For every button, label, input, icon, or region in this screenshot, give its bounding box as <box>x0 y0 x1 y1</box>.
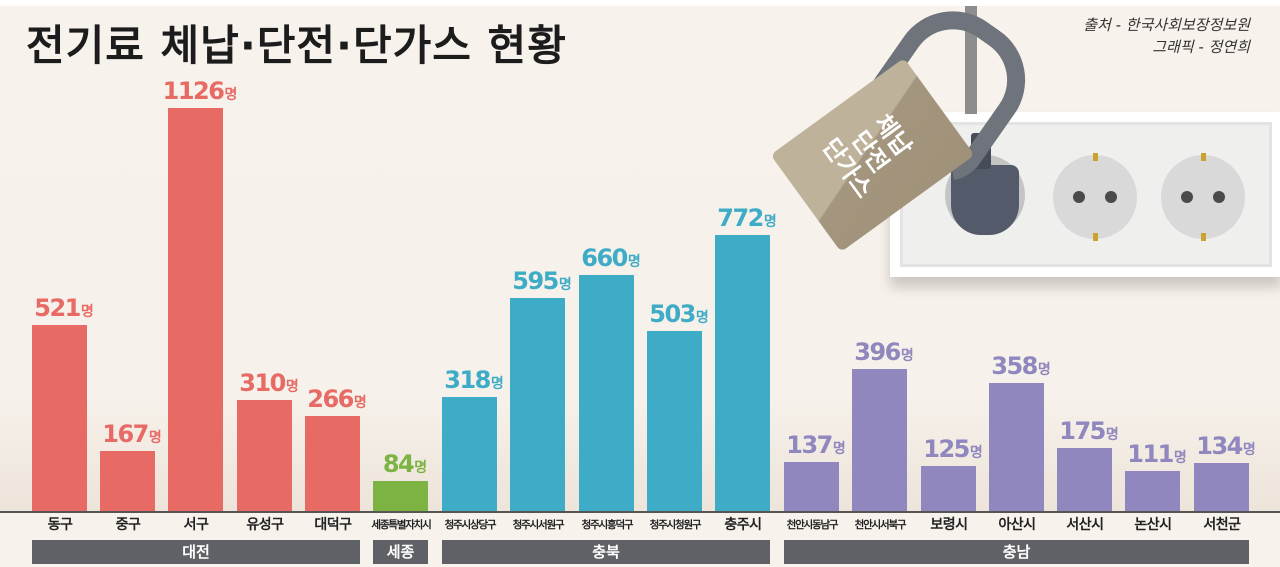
group-band-chungnam: 충남 <box>784 540 1249 564</box>
x-axis-line <box>0 511 1280 513</box>
bar <box>305 416 360 511</box>
value-label: 772명 <box>717 204 777 232</box>
bar <box>100 451 155 511</box>
category-label: 중구 <box>115 517 141 533</box>
value-label: 137명 <box>786 431 846 459</box>
category-label: 논산시 <box>1134 517 1172 533</box>
value-label: 310명 <box>239 369 299 397</box>
bar <box>168 108 223 511</box>
group-band-daejeon: 대전 <box>32 540 360 564</box>
chart-title: 전기료 체납·단전·단가스 현황 <box>26 21 567 70</box>
bar <box>784 462 839 511</box>
bar <box>715 235 770 511</box>
bar <box>1194 463 1249 511</box>
category-label: 천안시동남구 <box>786 519 839 531</box>
bar <box>852 369 907 511</box>
plug-face <box>951 165 1019 235</box>
value-label: 266명 <box>307 385 367 413</box>
group-band-chungbuk: 충북 <box>442 540 770 564</box>
category-label: 보령시 <box>930 517 968 533</box>
bar <box>373 481 428 511</box>
value-label: 167명 <box>102 420 162 448</box>
bar <box>442 397 497 511</box>
graphic-credit: 그래픽 - 정연희 <box>1152 38 1250 56</box>
category-label: 유성구 <box>246 517 284 533</box>
bar <box>510 298 565 511</box>
value-label: 660명 <box>581 244 641 272</box>
category-label: 세종특별자치시 <box>371 519 431 531</box>
category-label: 청주시서원구 <box>512 519 565 531</box>
bar <box>237 400 292 511</box>
category-label: 청주시상당구 <box>444 519 497 531</box>
value-label: 134명 <box>1196 432 1256 460</box>
outlet-icon <box>1053 153 1137 241</box>
value-label: 175명 <box>1059 417 1119 445</box>
value-label: 1126명 <box>162 77 238 105</box>
outlet-icon <box>1161 153 1245 241</box>
group-band-sejong: 세종 <box>373 540 428 564</box>
credits: 출처 - 한국사회보장정보원 그래픽 - 정연희 <box>1083 14 1250 58</box>
category-label: 청주시청원구 <box>649 519 702 531</box>
source-credit: 출처 - 한국사회보장정보원 <box>1083 16 1250 34</box>
category-label: 아산시 <box>998 517 1036 533</box>
category-label: 서천군 <box>1203 517 1241 533</box>
bar <box>921 466 976 511</box>
category-label: 충주시 <box>724 517 762 533</box>
bar <box>579 275 634 511</box>
value-label: 595명 <box>512 267 572 295</box>
value-label: 358명 <box>991 352 1051 380</box>
bar <box>989 383 1044 511</box>
value-label: 84명 <box>382 450 428 478</box>
value-label: 318명 <box>444 366 504 394</box>
value-label: 125명 <box>923 435 983 463</box>
category-label: 서산시 <box>1066 517 1104 533</box>
category-label: 서구 <box>183 517 209 533</box>
power-strip-illustration <box>890 112 1280 277</box>
value-label: 521명 <box>34 294 94 322</box>
value-label: 396명 <box>854 338 914 366</box>
value-label: 111명 <box>1127 440 1187 468</box>
hanging-rod <box>965 6 977 114</box>
bar <box>647 331 702 511</box>
value-label: 503명 <box>649 300 709 328</box>
category-label: 대덕구 <box>314 517 352 533</box>
top-margin <box>0 0 1280 6</box>
category-label: 천안시서북구 <box>854 519 907 531</box>
bar <box>32 325 87 511</box>
bar <box>1057 448 1112 511</box>
category-label: 청주시흥덕구 <box>581 519 634 531</box>
category-label: 동구 <box>47 517 73 533</box>
bar <box>1125 471 1180 511</box>
plug-cord <box>971 133 991 169</box>
